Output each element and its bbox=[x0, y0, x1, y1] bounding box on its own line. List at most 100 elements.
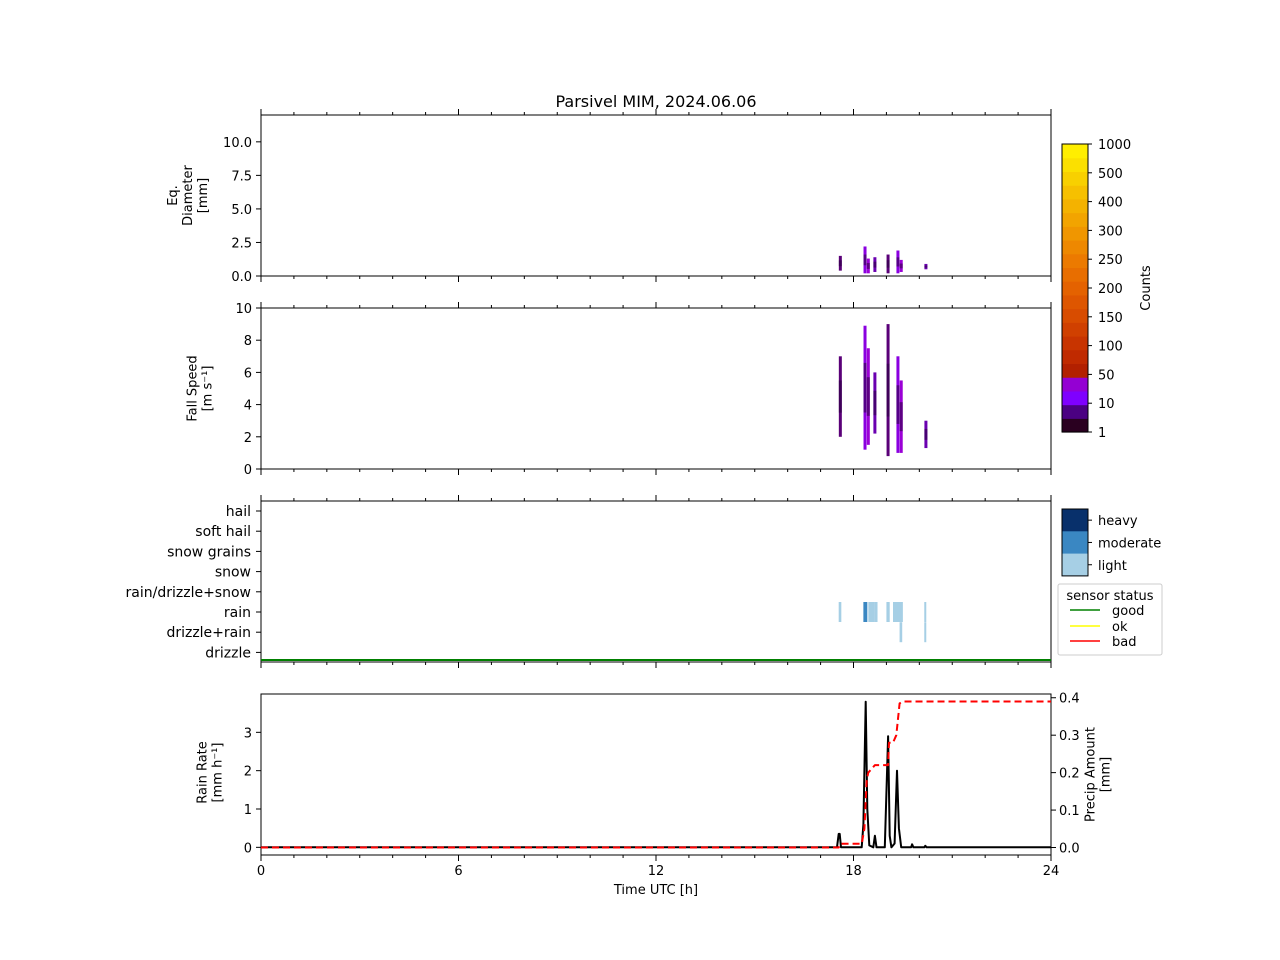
colorbar-segment bbox=[1062, 281, 1088, 296]
colorbar-segment bbox=[1062, 322, 1088, 337]
counts-colorbar: 1 10 50 100 150 200 250 300 400 500 1000 bbox=[1061, 138, 1131, 441]
y-tick-label-left: 2 bbox=[244, 765, 252, 780]
y-tick-label-right: 0.0 bbox=[1059, 842, 1080, 857]
colorbar-tick-label: 500 bbox=[1098, 167, 1123, 182]
intensity-colorbar: heavy moderate light bbox=[1061, 508, 1161, 577]
category-label: snow grains bbox=[167, 544, 251, 560]
y-tick-label-right: 0.3 bbox=[1059, 729, 1080, 744]
y-tick-label: 0.0 bbox=[231, 270, 252, 285]
y-axis-label: Diameter bbox=[181, 165, 196, 226]
x-tick-label: 6 bbox=[454, 864, 462, 879]
y-tick-label-left: 3 bbox=[244, 726, 252, 741]
x-tick-label: 0 bbox=[257, 864, 265, 879]
heatmap-cell-dense bbox=[873, 261, 877, 268]
colorbar-tick-label: 1 bbox=[1098, 426, 1106, 441]
colorbar-segment bbox=[1062, 377, 1088, 392]
heatmap-cell-dense bbox=[873, 390, 877, 416]
chart-axes: 0 6 12 18 240.02.55.07.510.0Eq. Diameter [mm]0… bbox=[126, 109, 1114, 879]
colorbar-segment bbox=[1062, 157, 1088, 173]
x-tick-label: 24 bbox=[1043, 864, 1060, 879]
colorbar-segment bbox=[1062, 267, 1088, 282]
heatmap-cell-dense bbox=[899, 402, 903, 432]
intensity-label: light bbox=[1098, 559, 1127, 574]
legend-box bbox=[1057, 583, 1163, 656]
colorbar-segment bbox=[1062, 198, 1088, 214]
colorbar-tick-label: 400 bbox=[1098, 196, 1123, 211]
intensity-label: heavy bbox=[1098, 514, 1138, 529]
y-axis-label: [mm] bbox=[196, 178, 211, 213]
colorbar-segment bbox=[1062, 240, 1088, 255]
colorbar-tick-label: 10 bbox=[1098, 397, 1115, 412]
colorbar-tick-label: 150 bbox=[1098, 311, 1123, 326]
colorbar-segment bbox=[1062, 185, 1088, 200]
category-label: drizzle bbox=[205, 645, 251, 661]
y-axis-label-left: Rain Rate bbox=[196, 741, 211, 804]
y-tick-label: 8 bbox=[244, 334, 252, 349]
y-tick-label-left: 1 bbox=[244, 803, 252, 818]
precip-type-bar bbox=[838, 602, 842, 622]
precip-amount-line bbox=[261, 700, 1051, 849]
legend-good-label: good bbox=[1112, 604, 1144, 619]
category-label: soft hail bbox=[195, 524, 251, 540]
y-tick-label: 6 bbox=[244, 366, 252, 381]
category-label: rain bbox=[224, 605, 251, 621]
category-label: drizzle+rain bbox=[166, 625, 251, 641]
heatmap-cell-dense bbox=[886, 260, 890, 268]
precip-type-bar bbox=[886, 602, 890, 622]
y-axis-label-right: [mm] bbox=[1099, 757, 1114, 792]
colorbar-segment bbox=[1062, 308, 1088, 323]
precip-type-bar bbox=[863, 602, 868, 622]
colorbar-tick-label: 1000 bbox=[1098, 138, 1131, 153]
y-tick-label: 2 bbox=[244, 431, 252, 446]
colorbar-segment bbox=[1062, 418, 1088, 433]
colorbar-segment bbox=[1062, 226, 1088, 241]
y-tick-label: 10 bbox=[235, 302, 252, 317]
precip-type-bar bbox=[868, 602, 875, 622]
y-axis-label: Fall Speed bbox=[186, 355, 201, 421]
colorbar-segment bbox=[1062, 212, 1088, 227]
heatmap-cell-dense bbox=[886, 363, 890, 417]
y-tick-label-right: 0.1 bbox=[1059, 804, 1080, 819]
colorbar-label: Counts bbox=[1139, 265, 1154, 311]
category-label: snow bbox=[215, 565, 251, 581]
chart-marks bbox=[261, 246, 1051, 849]
y-axis-label-right: Precip Amount bbox=[1084, 727, 1099, 822]
x-tick-label: 12 bbox=[648, 864, 665, 879]
heatmap-cell-dense bbox=[866, 377, 870, 416]
colorbar-segment bbox=[1062, 336, 1088, 351]
colorbar-tick-label: 250 bbox=[1098, 253, 1123, 268]
panel-diameter-frame bbox=[260, 114, 1052, 277]
y-tick-label: 2.5 bbox=[231, 236, 252, 251]
panel-rainrate-frame bbox=[260, 693, 1052, 856]
y-tick-label: 7.5 bbox=[231, 169, 252, 184]
y-tick-label: 0 bbox=[244, 463, 252, 478]
heatmap-cell-dense bbox=[896, 257, 900, 267]
x-tick-label: 18 bbox=[845, 864, 862, 879]
heatmap-cell-dense bbox=[866, 262, 870, 269]
rain-rate-line bbox=[261, 700, 1051, 849]
precip-type-bar bbox=[874, 602, 878, 622]
y-axis-label: Eq. bbox=[166, 185, 181, 206]
y-tick-label: 10.0 bbox=[223, 136, 252, 151]
heatmap-cell-dense bbox=[863, 362, 867, 413]
colorbar-tick-label: 300 bbox=[1098, 224, 1123, 239]
colorbar-segment bbox=[1062, 253, 1088, 269]
y-tick-label: 5.0 bbox=[231, 203, 252, 218]
colorbar-segment bbox=[1062, 390, 1088, 406]
heatmap-cell-dense bbox=[924, 428, 928, 440]
precip-type-bar bbox=[899, 622, 903, 643]
x-axis-label: Time UTC [h] bbox=[613, 883, 698, 898]
y-axis-label: [m s⁻¹] bbox=[201, 366, 216, 412]
heatmap-cell-dense bbox=[924, 265, 928, 268]
intensity-swatch bbox=[1062, 509, 1088, 532]
legend-bad-label: bad bbox=[1112, 635, 1136, 650]
chart-title: Parsivel MIM, 2024.06.06 bbox=[555, 92, 756, 111]
colorbar-segment bbox=[1062, 294, 1088, 310]
colorbar-tick-label: 200 bbox=[1098, 282, 1123, 297]
colorbar-segment bbox=[1062, 171, 1088, 186]
heatmap-cell-dense bbox=[896, 385, 900, 424]
y-tick-label-left: 0 bbox=[244, 841, 252, 856]
panel-fallspeed-frame bbox=[260, 307, 1052, 470]
legend-title: sensor status bbox=[1066, 589, 1153, 604]
